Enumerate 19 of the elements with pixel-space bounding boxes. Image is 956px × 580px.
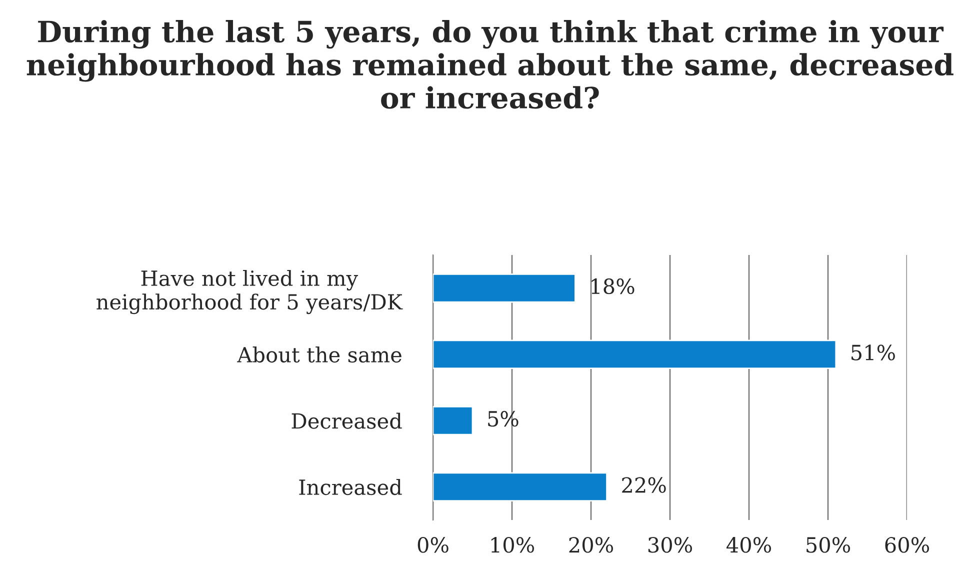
x-tick-label: 40% xyxy=(726,537,772,553)
x-tick-label: 30% xyxy=(648,537,692,553)
x-tick-label: 10% xyxy=(491,537,534,553)
data-label: 22% xyxy=(622,477,666,493)
x-tick-label: 60% xyxy=(885,537,930,553)
x-tick-label: 0% xyxy=(418,537,448,553)
bar xyxy=(433,406,474,436)
bar xyxy=(433,472,608,502)
y-tick-label: About the same xyxy=(237,346,402,363)
y-tick-label: Decreased xyxy=(292,412,402,429)
y-tick-label: Increased xyxy=(299,478,402,496)
chart-title: During the last 5 years, do you think that crime in your neighbourhood has remained about the same, decreased or increased? xyxy=(26,20,954,109)
data-label: 51% xyxy=(852,344,895,360)
data-label: 18% xyxy=(592,278,634,294)
bar xyxy=(433,340,837,369)
x-tick-label: 20% xyxy=(569,537,614,553)
bar xyxy=(433,274,576,303)
x-tick-label: 50% xyxy=(806,537,850,553)
y-tick-label: Have not lived in my neighborhood for 5 years/DK xyxy=(96,270,403,314)
